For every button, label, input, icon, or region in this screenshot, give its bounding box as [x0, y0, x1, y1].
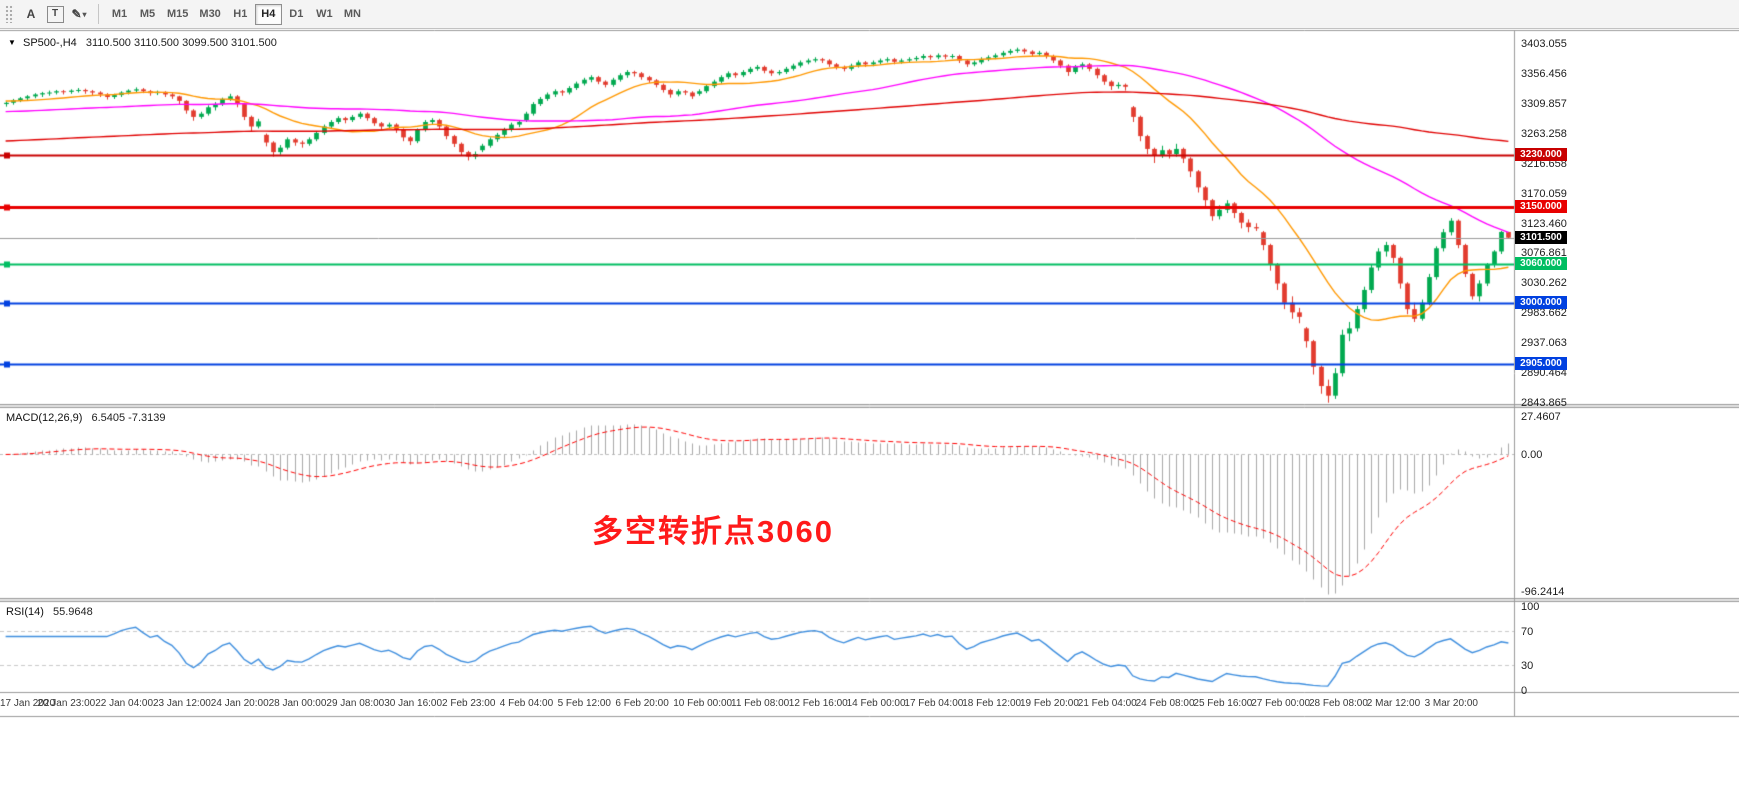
timeframe-button-m15[interactable]: M15 — [162, 4, 193, 25]
price-badges: 3230.000 3150.000 3060.000 3000.000 2905.000… — [1515, 0, 1585, 716]
price-axis-label: 3356.456 — [1521, 68, 1567, 81]
rsi-values: 55.9648 — [52, 606, 93, 618]
price-level-badge: 2905.000 — [1515, 356, 1567, 370]
chart-title-bar: ▼ SP500-,H4 3110.500 3110.500 3099.500 3… — [8, 37, 277, 49]
ohlc-readout: 3110.500 3110.500 3099.500 3101.500 — [85, 37, 277, 49]
panel-splitter-macd[interactable] — [0, 404, 1739, 408]
timeframe-button-h1[interactable]: H1 — [227, 4, 254, 25]
time-axis-label: 27 Feb 00:00 — [1251, 698, 1311, 709]
letter-a-icon: A — [26, 7, 36, 21]
time-axis-label: 29 Jan 08:00 — [326, 698, 385, 709]
price-axis-label: 3403.055 — [1521, 38, 1567, 51]
current-price-badge: 3101.500 — [1515, 230, 1567, 244]
timeframe-button-h4[interactable]: H4 — [254, 3, 282, 25]
time-axis-label: 3 Mar 20:00 — [1424, 698, 1478, 709]
time-axis[interactable]: 17 Jan 2020 20 Jan 23:00 22 Jan 04:00 23 Ja… — [0, 694, 1514, 714]
toolbar: A T ✎ ▾ M1 M5 M15 M30 H1 H4 D1 W1 MN — [0, 0, 1739, 29]
rsi-axis-label: 70 — [1521, 626, 1534, 639]
chart-menu-triangle-icon[interactable]: ▼ — [8, 38, 16, 47]
rsi-indicator-label: RSI(14) — [6, 606, 44, 618]
time-axis-label: 2 Feb 23:00 — [442, 698, 496, 709]
time-axis-label: 20 Jan 23:00 — [37, 698, 96, 709]
macd-annotation-text: 多空转折点3060 — [592, 514, 834, 549]
time-axis-label: 6 Feb 20:00 — [615, 698, 669, 709]
timeframe-button-w1[interactable]: W1 — [311, 4, 338, 25]
timeframe-button-d1[interactable]: D1 — [283, 4, 310, 25]
time-axis-label: 17 Jan 2020 — [0, 698, 56, 709]
time-axis-label: 18 Feb 12:00 — [962, 698, 1022, 709]
time-axis-label: 23 Jan 12:00 — [153, 698, 211, 709]
panel-splitter-rsi[interactable] — [0, 598, 1739, 602]
price-axis-label: 2890.464 — [1521, 366, 1567, 379]
price-level-badge: 3000.000 — [1515, 295, 1567, 309]
symbol-period-label: SP500-,H4 — [22, 37, 77, 49]
timeframe-button-mn[interactable]: MN — [339, 4, 366, 25]
macd-title-bar: MACD(12,26,9) 6.5405 -7.3139 — [6, 412, 166, 424]
macd-axis-label: 27.4607 — [1521, 410, 1561, 423]
time-axis-label: 5 Feb 12:00 — [557, 698, 611, 709]
price-axis-label: 3076.861 — [1521, 247, 1567, 260]
toolbar-separator — [98, 4, 99, 24]
timeframe-button-m1[interactable]: M1 — [106, 4, 133, 25]
price-axis-label: 3263.258 — [1521, 128, 1567, 141]
time-axis-label: 28 Feb 08:00 — [1308, 698, 1368, 709]
rsi-axis[interactable]: 100 70 30 0 — [1517, 0, 1657, 716]
time-axis-label: 24 Jan 20:00 — [210, 698, 269, 709]
rsi-title-bar: RSI(14) 55.9648 — [6, 606, 93, 618]
macd-values: 6.5405 -7.3139 — [91, 412, 166, 424]
time-axis-label: 19 Feb 20:00 — [1019, 698, 1079, 709]
macd-axis-label: -96.2414 — [1521, 585, 1565, 598]
time-axis-label: 11 Feb 08:00 — [731, 698, 790, 709]
price-axis-label: 3170.059 — [1521, 187, 1567, 200]
time-axis-label: 14 Feb 00:00 — [846, 698, 906, 709]
time-axis-label: 30 Jan 16:00 — [384, 698, 443, 709]
toolbar-drag-handle[interactable] — [5, 5, 14, 23]
price-level-badge: 3230.000 — [1515, 148, 1567, 162]
macd-indicator-label: MACD(12,26,9) — [6, 412, 83, 424]
price-axis-label: 2843.865 — [1521, 396, 1567, 409]
price-axis-label: 2937.063 — [1521, 337, 1567, 350]
price-level-badge: 3060.000 — [1515, 257, 1567, 271]
pencil-icon: ✎ — [71, 7, 82, 21]
timeframe-toolbar: M1 M5 M15 M30 H1 H4 D1 W1 MN — [106, 3, 366, 25]
rsi-axis-label: 100 — [1521, 601, 1540, 613]
time-axis-label: 17 Feb 04:00 — [904, 698, 964, 709]
price-level-badge: 3150.000 — [1515, 199, 1567, 213]
time-axis-label: 2 Mar 12:00 — [1366, 698, 1421, 709]
time-axis-label: 25 Feb 16:00 — [1193, 698, 1253, 709]
time-axis-label: 10 Feb 00:00 — [673, 698, 733, 709]
macd-axis-label: 0.00 — [1521, 449, 1543, 462]
text-box-tool-button[interactable]: T — [43, 3, 67, 25]
rsi-axis-label: 30 — [1521, 659, 1534, 672]
time-axis-label: 21 Feb 04:00 — [1077, 698, 1137, 709]
time-axis-label: 12 Feb 16:00 — [788, 698, 848, 709]
text-label-tool-button[interactable]: A — [19, 3, 43, 25]
timeframe-button-m5[interactable]: M5 — [134, 4, 161, 25]
rsi-axis-label: 0 — [1521, 685, 1528, 697]
timeframe-button-m30[interactable]: M30 — [194, 4, 225, 25]
macd-axis[interactable]: 27.4607 0.00 -96.2414 — [1517, 0, 1657, 716]
price-axis[interactable]: 3403.055 3356.456 3309.857 3263.258 3216.658… — [1517, 0, 1657, 716]
time-axis-label: 24 Feb 08:00 — [1135, 698, 1195, 709]
chevron-down-icon: ▾ — [82, 9, 87, 19]
draw-tool-button[interactable]: ✎ ▾ — [67, 3, 91, 25]
price-axis-label: 3123.460 — [1521, 217, 1567, 230]
price-axis-label: 3309.857 — [1521, 98, 1567, 111]
time-axis-label: 22 Jan 04:00 — [95, 698, 154, 709]
text-box-icon: T — [46, 5, 64, 23]
time-axis-label: 28 Jan 00:00 — [268, 698, 327, 709]
price-axis-label: 3030.262 — [1521, 277, 1567, 290]
time-axis-label: 4 Feb 04:00 — [499, 698, 554, 709]
price-axis-label: 2983.662 — [1521, 307, 1567, 320]
